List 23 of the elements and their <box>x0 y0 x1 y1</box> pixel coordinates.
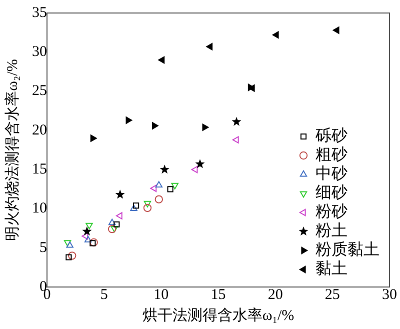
y-tick-label: 5 <box>40 240 47 256</box>
legend-label: 粉砂 <box>316 202 348 221</box>
x-tick-label: 25 <box>324 286 340 303</box>
y-tick-label: 25 <box>32 83 47 100</box>
legend-label: 细砂 <box>316 184 348 202</box>
legend-label: 中砂 <box>316 164 348 183</box>
x-tick-label: 30 <box>382 286 397 303</box>
y-tick-label: 35 <box>32 4 47 21</box>
legend-label: 黏土 <box>316 260 348 278</box>
x-tick-label: 15 <box>210 286 226 303</box>
x-tick-label: 10 <box>154 286 169 303</box>
x-axis-title: 烘干法测得含水率ω₁/% <box>142 306 294 324</box>
legend-label: 砾砂 <box>314 126 348 145</box>
legend-label: 粉质黏土 <box>316 240 380 259</box>
legend-label: 粗砂 <box>316 146 348 164</box>
x-tick-label: 5 <box>100 286 108 303</box>
y-axis-title: 明火灼烧法测得含水率ω₂/% <box>4 59 21 241</box>
y-tick-label: 20 <box>32 122 47 138</box>
y-tick-label: 10 <box>32 200 47 217</box>
y-tick-label: 30 <box>32 44 47 60</box>
legend-label: 粉土 <box>316 222 348 240</box>
x-tick-label: 20 <box>268 286 283 303</box>
y-tick-label: 15 <box>32 162 47 178</box>
